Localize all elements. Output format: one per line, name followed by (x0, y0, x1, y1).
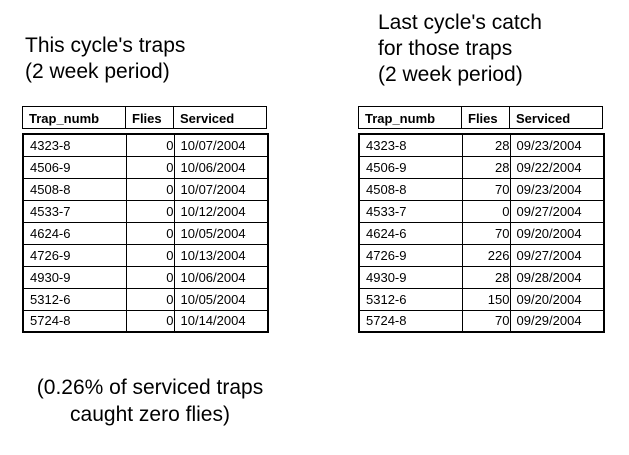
left-table-title: This cycle's traps (2 week period) (25, 34, 186, 83)
cell-trap-number: 5312-6 (358, 287, 463, 311)
cell-serviced-date: 09/20/2004 (509, 287, 605, 311)
last-cycle-table-body: 4323-8 28 09/23/2004 4506-9 28 09/22/200… (358, 133, 605, 333)
table-header-row: Trap_numb Flies Serviced (358, 106, 603, 129)
cell-serviced-date: 10/14/2004 (173, 309, 269, 333)
cell-serviced-date: 10/05/2004 (173, 221, 269, 245)
cell-flies-count: 70 (461, 177, 511, 201)
header-trap-numb: Trap_numb (359, 107, 462, 128)
table-row: 4508-8 0 10/07/2004 (22, 177, 269, 201)
cell-flies-count: 0 (125, 177, 175, 201)
cell-trap-number: 4726-9 (22, 243, 127, 267)
cell-serviced-date: 10/12/2004 (173, 199, 269, 223)
cell-flies-count: 70 (461, 309, 511, 333)
zero-flies-caption: (0.26% of serviced traps caught zero fli… (36, 376, 264, 426)
header-serviced: Serviced (516, 111, 571, 126)
this-cycle-table-body: 4323-8 0 10/07/2004 4506-9 0 10/06/2004 … (22, 133, 269, 333)
cell-flies-count: 0 (125, 243, 175, 267)
cell-flies-count: 0 (125, 287, 175, 311)
cell-trap-number: 4726-9 (358, 243, 463, 267)
cell-trap-number: 4508-8 (22, 177, 127, 201)
cell-serviced-date: 09/23/2004 (509, 177, 605, 201)
table-row: 5724-8 70 09/29/2004 (358, 309, 605, 333)
table-row: 4624-6 70 09/20/2004 (358, 221, 605, 245)
cell-serviced-date: 09/28/2004 (509, 265, 605, 289)
cell-trap-number: 4323-8 (22, 133, 127, 157)
cell-flies-count: 0 (461, 199, 511, 223)
cell-serviced-date: 10/07/2004 (173, 177, 269, 201)
cell-trap-number: 4930-9 (358, 265, 463, 289)
cell-flies-count: 150 (461, 287, 511, 311)
cell-flies-count: 226 (461, 243, 511, 267)
table-row: 4930-9 28 09/28/2004 (358, 265, 605, 289)
table-row: 5312-6 150 09/20/2004 (358, 287, 605, 311)
cell-flies-count: 70 (461, 221, 511, 245)
table-row: 4506-9 28 09/22/2004 (358, 155, 605, 179)
cell-serviced-date: 09/20/2004 (509, 221, 605, 245)
cell-trap-number: 4533-7 (22, 199, 127, 223)
cell-trap-number: 4624-6 (358, 221, 463, 245)
table-row: 4726-9 226 09/27/2004 (358, 243, 605, 267)
cell-serviced-date: 10/13/2004 (173, 243, 269, 267)
cell-serviced-date: 09/22/2004 (509, 155, 605, 179)
cell-serviced-date: 10/06/2004 (173, 265, 269, 289)
cell-trap-number: 4506-9 (22, 155, 127, 179)
header-flies: Flies (462, 107, 510, 128)
cell-trap-number: 5724-8 (358, 309, 463, 333)
cell-flies-count: 28 (461, 265, 511, 289)
table-row: 4726-9 0 10/13/2004 (22, 243, 269, 267)
header-flies: Flies (126, 107, 174, 128)
cell-flies-count: 0 (125, 309, 175, 333)
table-row: 4506-9 0 10/06/2004 (22, 155, 269, 179)
table-row: 5312-6 0 10/05/2004 (22, 287, 269, 311)
cell-trap-number: 4930-9 (22, 265, 127, 289)
cell-flies-count: 28 (461, 155, 511, 179)
cell-trap-number: 4323-8 (358, 133, 463, 157)
table-header-row: Trap_numb Flies Serviced (22, 106, 267, 129)
table-row: 4930-9 0 10/06/2004 (22, 265, 269, 289)
table-row: 4533-7 0 09/27/2004 (358, 199, 605, 223)
header-trap-numb: Trap_numb (23, 107, 126, 128)
table-row: 4323-8 0 10/07/2004 (22, 133, 269, 157)
table-row: 4323-8 28 09/23/2004 (358, 133, 605, 157)
table-row: 4508-8 70 09/23/2004 (358, 177, 605, 201)
cell-serviced-date: 09/27/2004 (509, 243, 605, 267)
cell-flies-count: 0 (125, 199, 175, 223)
cell-serviced-date: 09/27/2004 (509, 199, 605, 223)
cell-serviced-date: 09/23/2004 (509, 133, 605, 157)
right-table-title: Last cycle's catch for those traps (2 we… (378, 11, 542, 86)
this-cycle-table: Trap_numb Flies Serviced 4323-8 0 10/07/… (22, 106, 269, 333)
table-row: 4624-6 0 10/05/2004 (22, 221, 269, 245)
table-row: 4533-7 0 10/12/2004 (22, 199, 269, 223)
cell-serviced-date: 10/06/2004 (173, 155, 269, 179)
table-row: 5724-8 0 10/14/2004 (22, 309, 269, 333)
cell-flies-count: 0 (125, 155, 175, 179)
cell-trap-number: 5312-6 (22, 287, 127, 311)
cell-flies-count: 0 (125, 265, 175, 289)
cell-serviced-date: 09/29/2004 (509, 309, 605, 333)
header-serviced: Serviced (180, 111, 235, 126)
cell-flies-count: 0 (125, 221, 175, 245)
cell-trap-number: 4508-8 (358, 177, 463, 201)
cell-trap-number: 4533-7 (358, 199, 463, 223)
cell-flies-count: 0 (125, 133, 175, 157)
cell-trap-number: 4624-6 (22, 221, 127, 245)
cell-serviced-date: 10/07/2004 (173, 133, 269, 157)
cell-serviced-date: 10/05/2004 (173, 287, 269, 311)
cell-flies-count: 28 (461, 133, 511, 157)
cell-trap-number: 5724-8 (22, 309, 127, 333)
last-cycle-table: Trap_numb Flies Serviced 4323-8 28 09/23… (358, 106, 605, 333)
cell-trap-number: 4506-9 (358, 155, 463, 179)
